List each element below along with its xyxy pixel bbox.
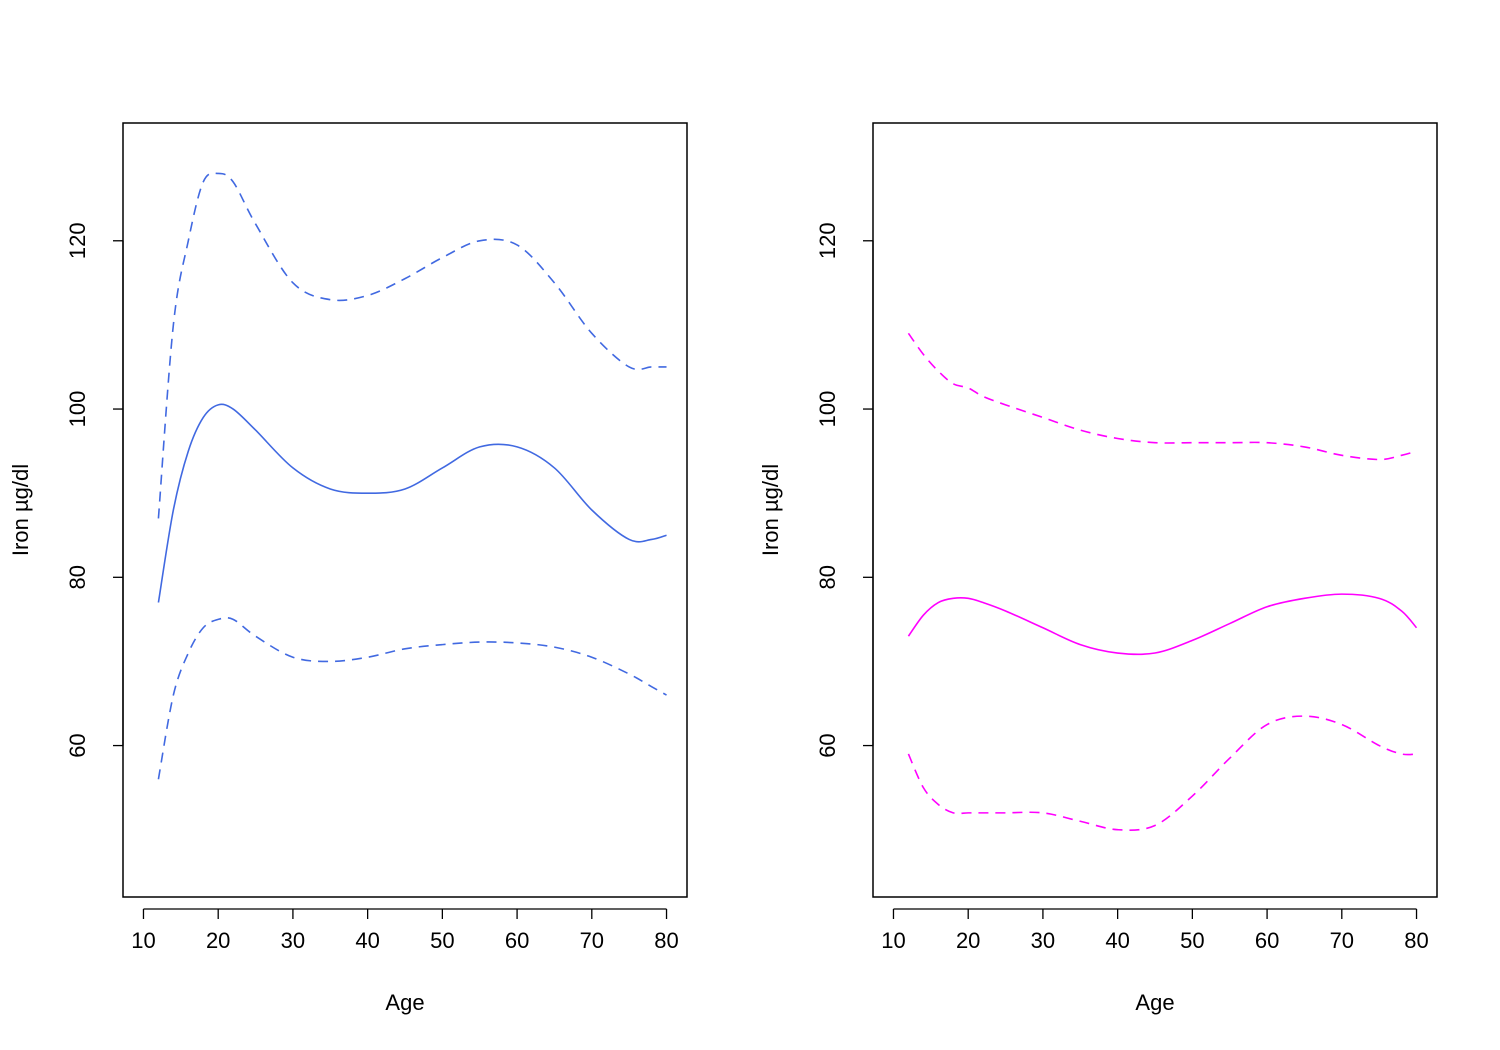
dashed-series-line: [157, 616, 667, 780]
y-axis: 60 80 100 120: [815, 222, 874, 758]
y-tick-label: 100: [65, 391, 90, 428]
x-tick-label: 10: [131, 928, 155, 953]
y-tick-label: 120: [65, 222, 90, 259]
x-axis: 10 20 30 40 50 60 70 80: [131, 908, 679, 953]
x-tick-label: 30: [281, 928, 305, 953]
solid-series-line: [157, 403, 667, 603]
y-axis: 60 80 100 120: [65, 222, 124, 758]
dashed-series-line: [157, 172, 667, 519]
y-tick-label: 60: [815, 733, 840, 757]
x-tick-label: 70: [1330, 928, 1354, 953]
y-tick-label: 120: [815, 222, 840, 259]
x-axis-label: Age: [1135, 990, 1174, 1015]
x-tick-label: 80: [1404, 928, 1428, 953]
x-tick-label: 50: [1180, 928, 1204, 953]
plot-frame: [122, 122, 688, 898]
x-tick-label: 60: [1255, 928, 1279, 953]
x-tick-label: 40: [1105, 928, 1129, 953]
y-tick-label: 80: [815, 565, 840, 589]
x-tick-label: 80: [654, 928, 678, 953]
x-axis-label: Age: [385, 990, 424, 1015]
x-tick-label: 50: [430, 928, 454, 953]
y-axis-label: Iron µg/dl: [758, 464, 783, 556]
x-tick-label: 60: [505, 928, 529, 953]
right-panel: 10 20 30 40 50 60 70 80 60 80 100 120 Age Iron µg/…: [758, 122, 1438, 1015]
series-layer: [157, 172, 667, 780]
x-tick-label: 20: [956, 928, 980, 953]
left-panel: 10 20 30 40 50 60 70 80 60 80 100 120 Age Iron µg/…: [8, 122, 688, 1015]
x-axis: 10 20 30 40 50 60 70 80: [881, 908, 1429, 953]
dashed-series-line: [907, 715, 1417, 831]
y-axis-label: Iron µg/dl: [8, 464, 33, 556]
x-tick-label: 40: [355, 928, 379, 953]
y-tick-label: 100: [815, 391, 840, 428]
y-tick-label: 60: [65, 733, 90, 757]
y-tick-label: 80: [65, 565, 90, 589]
x-tick-label: 20: [206, 928, 230, 953]
x-tick-label: 10: [881, 928, 905, 953]
x-tick-label: 70: [580, 928, 604, 953]
x-tick-label: 30: [1031, 928, 1055, 953]
series-layer: [907, 332, 1418, 831]
dashed-series-line: [907, 332, 1417, 461]
solid-series-line: [907, 593, 1418, 656]
plot-frame: [872, 122, 1438, 898]
